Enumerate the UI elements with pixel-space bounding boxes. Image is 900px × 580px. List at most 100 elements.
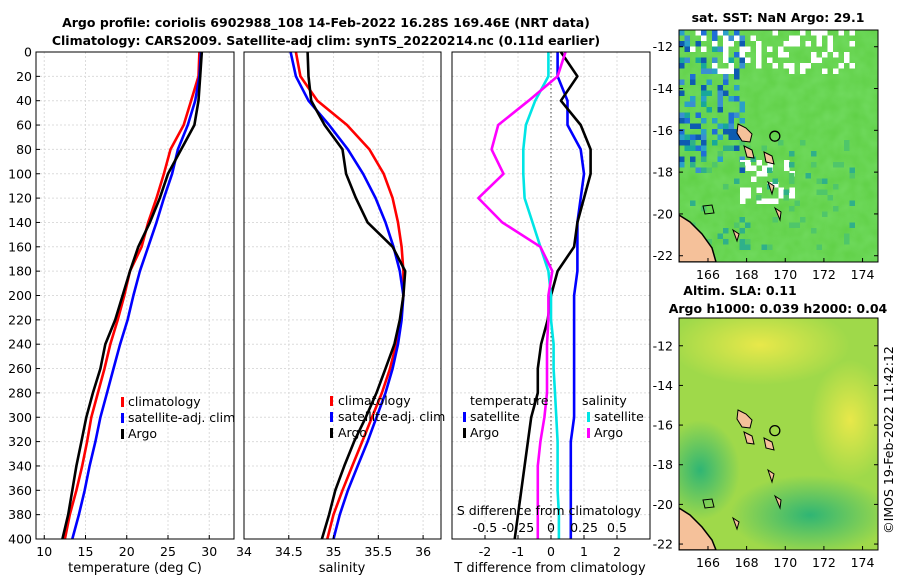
sst-cell: [844, 145, 850, 151]
sst-cell-nodata: [844, 57, 850, 63]
sst-cell-cool: [684, 41, 690, 47]
depth-tick-label: 220: [8, 312, 32, 327]
sst-cell: [805, 173, 811, 179]
sst-cell-nodata: [701, 46, 707, 52]
sla-low-region: [679, 420, 740, 520]
sst-lon-ticks: 166 168 170 172 174: [696, 258, 875, 282]
sst-cell-cool: [717, 156, 723, 162]
depth-tick-labels: 0 20 40 60 80 100 120 140 160 180 200 220 240 260 280 3…: [8, 45, 40, 547]
sst-cell-nodata: [740, 193, 746, 199]
sla-lon-ticks: 166 168 170 172 174: [696, 546, 875, 570]
sst-cell-nodata: [827, 35, 833, 41]
sst-cell-cool: [712, 46, 718, 52]
sst-cell-cool: [690, 74, 696, 80]
sst-cell-cool: [739, 41, 745, 47]
x-tick-label: 34.5: [275, 544, 303, 559]
sst-cell: [706, 167, 712, 173]
sst-cell-cool: [717, 96, 723, 102]
sla-map-title-2: Argo h1000: 0.039 h2000: 0.04: [669, 301, 888, 316]
depth-tick-label: 280: [8, 385, 32, 400]
sst-cell-cool: [723, 123, 729, 129]
sst-land: [679, 123, 782, 262]
sst-cell-cool: [723, 30, 729, 36]
island-shape: [763, 437, 775, 451]
sst-cell-cool: [734, 74, 740, 80]
island-shape: [773, 206, 782, 222]
sst-cell-cool: [739, 167, 745, 173]
sst-cell-nodata: [789, 35, 795, 41]
sst-cell: [772, 217, 778, 223]
salinity-axes-frame: [243, 51, 442, 540]
sst-cell-cool: [679, 63, 685, 69]
sst-cell: [778, 140, 784, 146]
sst-cell-nodata: [822, 68, 828, 74]
sst-cell-cool: [717, 107, 723, 113]
sst-cell-cool: [728, 118, 734, 124]
sst-cells: [679, 30, 855, 250]
temperature-xlabel: temperature (deg C): [68, 561, 202, 576]
sst-cell: [739, 228, 745, 234]
island-shape: [763, 151, 775, 165]
sst-cell: [739, 244, 745, 250]
salinity-tick-labels: 34 34.5 35 35.5 36: [236, 535, 431, 559]
sst-cell: [816, 189, 822, 195]
sst-cell-nodata: [816, 30, 822, 36]
island-shape: [736, 409, 753, 429]
sst-cell: [772, 178, 778, 184]
depth-tick-label: 320: [8, 434, 32, 449]
sst-cell: [739, 140, 745, 146]
sst-cell-nodata: [816, 35, 822, 41]
depth-tick-label: 380: [8, 507, 32, 522]
sst-cell: [750, 156, 756, 162]
legend-climatology: climatology: [128, 394, 201, 409]
sst-cell-nodata: [789, 187, 795, 193]
sst-cell-nodata: [844, 52, 850, 58]
sst-cell: [794, 200, 800, 206]
temperature-lines: [61, 51, 204, 540]
sst-cell-nodata: [723, 35, 729, 41]
legend-t-satellite-swatch: [463, 412, 466, 422]
sst-cell: [761, 145, 767, 151]
x-tick-label: 34: [236, 544, 252, 559]
legend-climatology-swatch: [121, 397, 124, 407]
sst-cell-nodata: [773, 198, 779, 204]
sst-cell-cool: [690, 123, 696, 129]
sst-cell-cool: [717, 123, 723, 129]
sst-cell-nodata: [772, 30, 778, 36]
sst-cell-cool: [679, 57, 685, 63]
sst-cell-cool: [679, 90, 685, 96]
sst-cell-nodata: [756, 63, 762, 69]
sst-cell-cool: [695, 41, 701, 47]
sst-cell-nodata: [728, 63, 734, 69]
sst-cell-nodata: [800, 63, 806, 69]
sst-cell-cool: [679, 41, 685, 47]
sst-cell-nodata: [833, 68, 839, 74]
sst-cell-cool: [701, 57, 707, 63]
sst-cell: [690, 140, 696, 146]
t-difference-tick-labels: -2 -1 0 1 2: [479, 535, 621, 559]
sst-cell-cool: [717, 85, 723, 91]
sla-map: Altim. SLA: 0.11 Argo h1000: 0.039 h2000…: [653, 283, 888, 570]
sst-cell: [849, 200, 855, 206]
x-tick-label: 20: [119, 544, 135, 559]
sst-cell: [833, 162, 839, 168]
sst-cell-nodata: [723, 52, 729, 58]
sst-cell-cool: [739, 63, 745, 69]
x-tick-label: 30: [201, 544, 217, 559]
sst-cell-cool: [701, 85, 707, 91]
sst-cell-nodata: [778, 52, 784, 58]
sst-cell-cool: [712, 68, 718, 74]
sst-cell: [849, 173, 855, 179]
sst-cell-nodata: [723, 57, 729, 63]
sst-lat-ticks: -12 -14 -16 -18 -20 -22: [653, 39, 878, 263]
sst-cell-nodata: [756, 41, 762, 47]
sst-cell-cool: [734, 112, 740, 118]
s-tick-label: 0.25: [570, 520, 598, 535]
sst-cell: [739, 162, 745, 168]
sst-cell-cool: [739, 57, 745, 63]
sst-cell-nodata: [740, 198, 746, 204]
sst-cell: [816, 178, 822, 184]
sst-cell-nodata: [838, 30, 844, 36]
sst-cell-cool: [734, 96, 740, 102]
legend-s-argo-swatch: [587, 428, 590, 438]
